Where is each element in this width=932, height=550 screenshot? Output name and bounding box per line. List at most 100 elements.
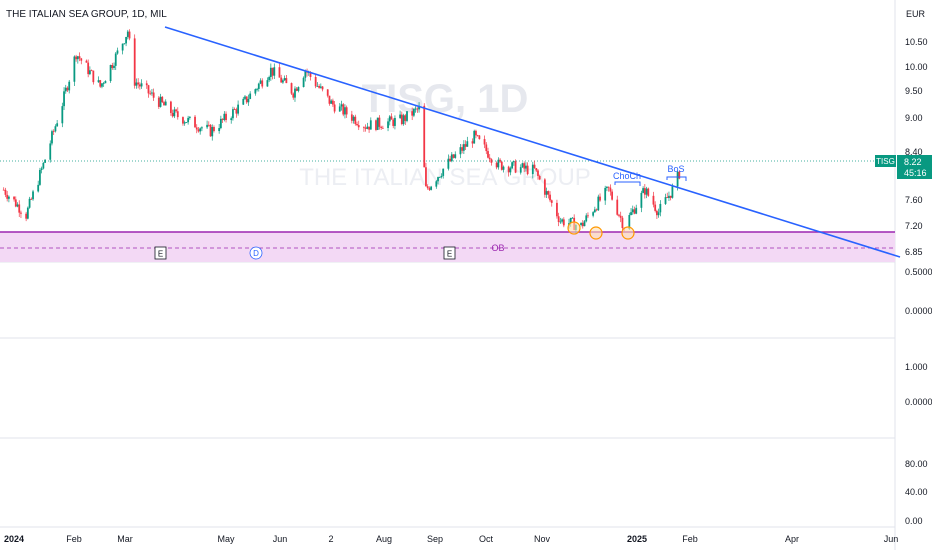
candle-body bbox=[523, 163, 526, 169]
candle-body bbox=[309, 72, 312, 78]
candle-body bbox=[378, 117, 381, 127]
panel1-tick: 0.0000 bbox=[905, 306, 932, 316]
candle-body bbox=[319, 86, 322, 88]
y-tick-label: 6.85 bbox=[905, 247, 923, 257]
x-tick-label: 2 bbox=[328, 534, 333, 544]
candle-body bbox=[642, 188, 645, 193]
candle-body bbox=[126, 31, 129, 37]
panel2-tick: 1.000 bbox=[905, 362, 928, 372]
candle-body bbox=[273, 67, 276, 76]
candle-body bbox=[123, 43, 126, 45]
panel1-tick: 0.5000 bbox=[905, 267, 932, 277]
candle-body bbox=[42, 162, 45, 169]
panel3-tick: 80.00 bbox=[905, 459, 928, 469]
candle-body bbox=[76, 56, 79, 60]
x-tick-label: Sep bbox=[427, 534, 443, 544]
candlestick-series bbox=[2, 29, 681, 235]
candle-body bbox=[2, 189, 5, 191]
x-tick-label: Feb bbox=[66, 534, 82, 544]
ticker-badge bbox=[875, 155, 896, 167]
candle-body bbox=[4, 189, 7, 195]
candle-body bbox=[633, 209, 636, 214]
candle-body bbox=[459, 147, 462, 155]
candle-body bbox=[543, 179, 546, 195]
candle-body bbox=[428, 188, 431, 190]
candle-body bbox=[285, 78, 288, 84]
candle-body bbox=[450, 154, 453, 162]
candle-body bbox=[549, 194, 551, 201]
candle-body bbox=[571, 217, 574, 219]
candle-body bbox=[604, 187, 607, 201]
candle-body bbox=[585, 215, 588, 222]
candle-body bbox=[40, 168, 43, 170]
candle-body bbox=[121, 43, 124, 51]
candle-body bbox=[668, 195, 670, 199]
candle-body bbox=[654, 204, 657, 211]
candle-body bbox=[316, 85, 319, 87]
candle-body bbox=[187, 117, 190, 123]
candle-body bbox=[607, 186, 610, 188]
x-tick-label: May bbox=[217, 534, 235, 544]
candle-body bbox=[278, 67, 281, 78]
candle-body bbox=[232, 109, 234, 119]
candle-body bbox=[363, 127, 365, 129]
y-tick-label: 7.20 bbox=[905, 221, 923, 231]
candle-body bbox=[245, 96, 248, 103]
candle-body bbox=[369, 120, 372, 130]
candle-body bbox=[519, 167, 522, 173]
candle-body bbox=[138, 84, 141, 87]
x-tick-label: Apr bbox=[785, 534, 799, 544]
candle-body bbox=[197, 129, 200, 132]
candle-body bbox=[213, 126, 215, 132]
candle-body bbox=[237, 104, 240, 114]
candle-body bbox=[454, 154, 457, 158]
candle-body bbox=[438, 176, 441, 178]
candle-body bbox=[101, 83, 103, 87]
candle-body bbox=[521, 163, 524, 168]
candle-body bbox=[664, 197, 667, 204]
time-axis: 2024 Feb Mar May Jun 2 Aug Sep Oct Nov 2… bbox=[4, 534, 898, 544]
candle-body bbox=[619, 215, 622, 218]
candle-body bbox=[87, 62, 90, 75]
candle-body bbox=[666, 197, 669, 199]
candle-body bbox=[328, 95, 331, 104]
candle-body bbox=[218, 128, 221, 132]
candle-body bbox=[462, 144, 465, 151]
candle-body bbox=[176, 111, 179, 118]
dividend-event-marker[interactable] bbox=[249, 246, 263, 260]
candle-body bbox=[416, 108, 419, 110]
candle-body bbox=[195, 127, 198, 130]
candle-body bbox=[499, 159, 501, 162]
candle-body bbox=[611, 191, 613, 200]
candle-body bbox=[159, 96, 162, 107]
candle-body bbox=[630, 212, 632, 216]
candle-body bbox=[99, 80, 102, 87]
x-tick-label: Mar bbox=[117, 534, 133, 544]
candle-body bbox=[437, 177, 439, 182]
candle-body bbox=[364, 127, 367, 129]
ticker-badge-label: TISG bbox=[876, 157, 895, 166]
candle-body bbox=[471, 141, 474, 144]
candle-body bbox=[280, 77, 283, 83]
candle-body bbox=[266, 80, 269, 87]
y-tick-label: 10.00 bbox=[905, 62, 928, 72]
candle-body bbox=[671, 186, 674, 198]
candle-body bbox=[647, 188, 650, 196]
candle-body bbox=[533, 164, 536, 169]
candle-body bbox=[414, 108, 417, 110]
candle-body bbox=[338, 106, 341, 112]
trendline bbox=[164, 26, 901, 258]
earnings-event-marker[interactable] bbox=[154, 246, 167, 260]
candle-body bbox=[149, 93, 152, 95]
candle-body bbox=[640, 192, 643, 208]
y-tick-label: 9.00 bbox=[905, 113, 923, 123]
candle-body bbox=[207, 124, 210, 126]
candle-body bbox=[514, 161, 517, 173]
panel3-tick: 40.00 bbox=[905, 487, 928, 497]
earnings-event-marker[interactable] bbox=[443, 246, 456, 260]
panel3-tick: 0.00 bbox=[905, 516, 923, 526]
candle-body bbox=[295, 88, 298, 91]
price-axis: 10.50 10.00 9.50 9.00 8.40 7.60 7.20 6.8… bbox=[905, 37, 932, 526]
candle-body bbox=[511, 162, 514, 169]
candle-body bbox=[85, 60, 88, 63]
